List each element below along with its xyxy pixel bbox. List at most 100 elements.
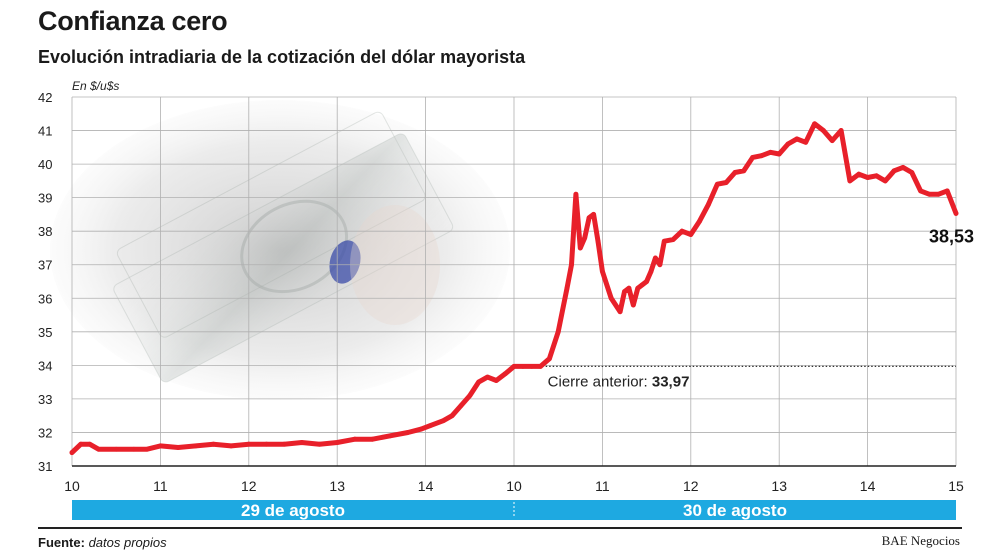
- data-point: [644, 279, 649, 284]
- data-point: [661, 238, 667, 244]
- data-point: [608, 295, 614, 301]
- data-point: [370, 436, 375, 442]
- data-point: [352, 436, 358, 442]
- x-tick-label: 13: [329, 478, 345, 494]
- data-point: [821, 128, 826, 133]
- x-tick-label: 13: [771, 478, 787, 494]
- data-point: [776, 151, 782, 157]
- x-tick-label: 14: [860, 478, 876, 494]
- data-point: [741, 168, 747, 174]
- source-text: datos propios: [88, 535, 167, 550]
- data-point: [688, 232, 694, 237]
- x-tick-label: 10: [64, 478, 80, 494]
- data-point: [653, 255, 658, 261]
- data-point: [909, 170, 915, 175]
- data-point: [732, 170, 738, 175]
- reference-line-label-text: Cierre anterior:: [548, 373, 652, 390]
- data-point: [405, 430, 411, 435]
- data-point: [927, 191, 932, 197]
- y-tick-label: 34: [38, 358, 52, 373]
- data-point: [706, 201, 711, 207]
- data-point: [648, 269, 654, 274]
- y-tick-label: 39: [38, 191, 52, 206]
- data-point: [714, 181, 720, 187]
- date-banner-label: 30 de agosto: [683, 501, 787, 520]
- data-point: [467, 393, 473, 398]
- data-point: [679, 228, 685, 234]
- chart-title: Confianza cero: [38, 6, 228, 36]
- data-point: [458, 403, 464, 409]
- data-point: [900, 165, 906, 170]
- data-point: [158, 443, 163, 449]
- y-tick-label: 37: [38, 258, 52, 273]
- y-tick-label: 33: [38, 392, 52, 407]
- date-banner: [72, 500, 514, 520]
- data-point: [69, 450, 75, 455]
- data-point: [591, 212, 596, 217]
- x-tick-label: 15: [948, 478, 964, 494]
- data-point: [555, 329, 561, 335]
- data-point: [546, 356, 552, 362]
- data-point: [586, 215, 592, 221]
- data-point: [670, 237, 676, 242]
- y-tick-label: 32: [38, 425, 52, 440]
- data-point: [626, 285, 632, 291]
- data-point: [865, 175, 870, 180]
- series-group: [69, 121, 959, 456]
- data-point: [511, 363, 517, 369]
- data-point: [891, 168, 897, 174]
- source-label: Fuente:: [38, 535, 85, 550]
- data-point: [113, 446, 119, 452]
- data-point: [847, 178, 853, 184]
- data-point: [785, 141, 791, 147]
- date-banner-label: 29 de agosto: [241, 501, 345, 520]
- data-point: [264, 441, 269, 447]
- reference-line-label: Cierre anterior: 33,97: [548, 373, 690, 390]
- data-point: [573, 191, 579, 197]
- date-banners: 29 de agosto 30 de agosto: [72, 500, 956, 520]
- reference-line-group: Cierre anterior: 33,97: [531, 365, 956, 390]
- data-point: [577, 245, 583, 251]
- data-point: [246, 441, 252, 447]
- x-tick-label: 11: [595, 478, 610, 494]
- data-point: [803, 139, 809, 145]
- y-tick-label: 35: [38, 325, 52, 340]
- x-axis-ticks: 10 11 12 13 14 10 11 12 13 14 15: [64, 478, 964, 494]
- x-tick-label: 11: [153, 478, 168, 494]
- data-point: [600, 269, 605, 274]
- y-axis-label: En $/u$s: [72, 79, 119, 93]
- x-tick-label: 10: [506, 478, 522, 494]
- data-point: [493, 378, 499, 383]
- data-point: [630, 302, 636, 308]
- data-point: [639, 282, 645, 288]
- data-point: [874, 173, 879, 179]
- data-point: [759, 153, 764, 159]
- data-point: [635, 285, 641, 291]
- data-point: [838, 128, 844, 133]
- data-point: [935, 191, 941, 197]
- data-point: [387, 433, 393, 439]
- data-point: [485, 374, 490, 380]
- footer-divider: [38, 527, 962, 529]
- data-point: [228, 443, 234, 449]
- x-tick-label: 12: [683, 478, 699, 494]
- data-point: [657, 262, 663, 268]
- data-point: [564, 285, 570, 291]
- data-point: [175, 445, 181, 450]
- y-tick-label: 38: [38, 224, 52, 239]
- data-point: [211, 441, 216, 447]
- data-point: [78, 441, 84, 447]
- data-point: [96, 446, 101, 452]
- dollar-bills-background-image: [50, 100, 510, 400]
- end-label-group: 38,53: [929, 226, 974, 246]
- data-point: [476, 379, 482, 385]
- y-tick-label: 31: [38, 459, 52, 474]
- data-point: [794, 136, 800, 142]
- data-point: [856, 171, 862, 177]
- data-point: [595, 238, 601, 244]
- y-axis-ticks: 31 32 33 34 35 36 37 38 39 40 41 42: [38, 90, 52, 474]
- data-point: [87, 441, 93, 447]
- data-point: [427, 423, 433, 429]
- data-point: [723, 180, 729, 185]
